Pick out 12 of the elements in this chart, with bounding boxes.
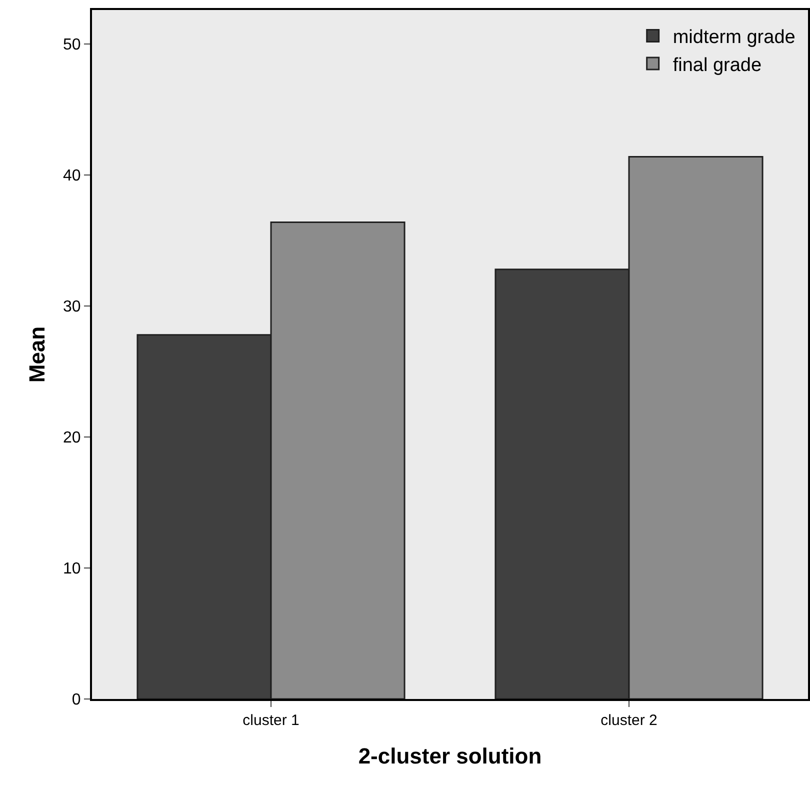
y-tick-label: 20 bbox=[63, 430, 81, 447]
x-tick-label: cluster 1 bbox=[242, 712, 300, 729]
y-axis-title: Mean bbox=[24, 326, 50, 383]
x-tick-label: cluster 2 bbox=[600, 712, 658, 729]
y-tick-label: 0 bbox=[72, 692, 81, 709]
x-axis-title: 2-cluster solution bbox=[358, 743, 542, 768]
y-tick-label: 30 bbox=[63, 298, 81, 316]
y-tick-label: 10 bbox=[63, 560, 81, 578]
legend-label: final grade bbox=[672, 54, 762, 76]
legend-label: midterm grade bbox=[672, 27, 796, 48]
y-tick-label: 50 bbox=[63, 36, 81, 54]
y-tick-label: 40 bbox=[63, 168, 81, 185]
